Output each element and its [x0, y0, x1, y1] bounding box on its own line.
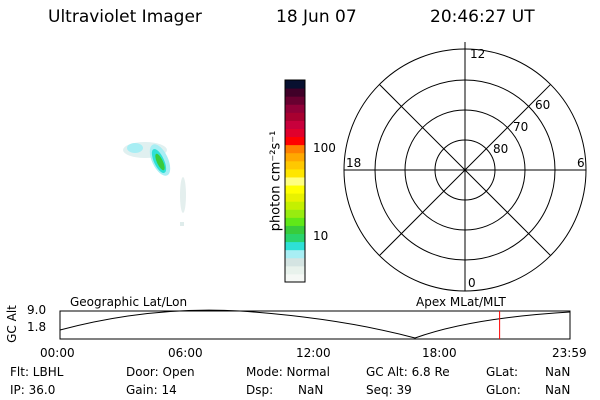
colorbar-swatch — [285, 104, 305, 113]
timeline-ylabel: GC Alt — [5, 305, 19, 343]
colorbar-swatch — [285, 136, 305, 146]
colorbar-swatch — [285, 225, 305, 235]
instrument-title: Ultraviolet Imager — [48, 7, 202, 27]
lat-label-80: 80 — [493, 142, 509, 156]
colorbar-swatch — [285, 88, 305, 97]
aurora-image — [123, 142, 186, 226]
colorbar-swatch — [285, 185, 305, 194]
colorbar — [285, 80, 305, 283]
ip: IP: 36.0 — [10, 383, 56, 397]
colorbar-swatch — [285, 193, 305, 202]
lat-label-60: 60 — [535, 98, 551, 112]
colorbar-swatch — [285, 257, 305, 267]
colorbar-frame — [284, 79, 306, 283]
dsp-label: Dsp: — [246, 383, 274, 397]
door: Door: Open — [126, 365, 195, 379]
colorbar-swatch — [285, 120, 305, 129]
colorbar-swatch — [285, 209, 305, 218]
xtick-0600: 06:00 — [168, 346, 203, 360]
polar-grid — [343, 42, 587, 292]
colorbar-swatch — [285, 201, 305, 210]
timeline-ymin: 1.8 — [27, 320, 47, 334]
xtick-1200: 12:00 — [296, 346, 331, 360]
xtick-2359: 23:59 — [552, 346, 587, 360]
colorbar-swatch — [285, 241, 305, 251]
xtick-1800: 18:00 — [422, 346, 457, 360]
mode: Mode: Normal — [246, 365, 330, 379]
colorbar-swatch — [285, 249, 305, 259]
timeline-frame — [59, 310, 571, 340]
altitude-curve — [59, 309, 571, 339]
colorbar-swatch — [285, 168, 305, 178]
colorbar-swatch — [285, 144, 305, 154]
mlt-diagonal — [379, 84, 551, 256]
timeline-left-title: Geographic Lat/Lon — [70, 295, 188, 309]
mlt-label-12: 12 — [470, 47, 486, 61]
colorbar-swatch — [285, 273, 305, 283]
colorbar-swatch — [285, 160, 305, 170]
timeline-ymax: 9.0 — [27, 303, 47, 317]
glat-value: NaN — [545, 365, 571, 379]
colorbar-tick-100: 100 — [313, 141, 336, 155]
glon-label: GLon: — [486, 383, 521, 397]
time: 20:46:27 UT — [430, 7, 535, 27]
colorbar-swatch — [285, 128, 305, 138]
colorbar-label: photon cm⁻²s⁻¹ — [268, 130, 284, 232]
colorbar-swatch — [285, 96, 305, 105]
colorbar-swatch — [285, 176, 305, 186]
glat-label: GLat: — [486, 365, 519, 379]
lat-label-70: 70 — [513, 120, 529, 134]
colorbar-tick-10: 10 — [313, 229, 329, 243]
timeline-right-title: Apex MLat/MLT — [416, 295, 506, 309]
glon-value: NaN — [545, 383, 571, 397]
gain: Gain: 14 — [126, 383, 177, 397]
colorbar-swatch — [285, 217, 305, 226]
colorbar-swatch — [285, 112, 305, 121]
mlt-label-6: 6 — [577, 156, 585, 170]
colorbar-swatch — [285, 152, 305, 162]
colorbar-swatch — [285, 265, 305, 275]
dsp-value: NaN — [298, 383, 324, 397]
gc-alt: GC Alt: 6.8 Re — [366, 365, 450, 379]
filter: Flt: LBHL — [10, 365, 64, 379]
date: 18 Jun 07 — [276, 7, 357, 27]
xtick-0000: 00:00 — [40, 346, 75, 360]
colorbar-swatch — [285, 233, 305, 243]
colorbar-swatch — [285, 80, 305, 89]
seq: Seq: 39 — [366, 383, 412, 397]
mlt-label-0: 0 — [468, 276, 476, 290]
mlt-label-18: 18 — [346, 156, 362, 170]
